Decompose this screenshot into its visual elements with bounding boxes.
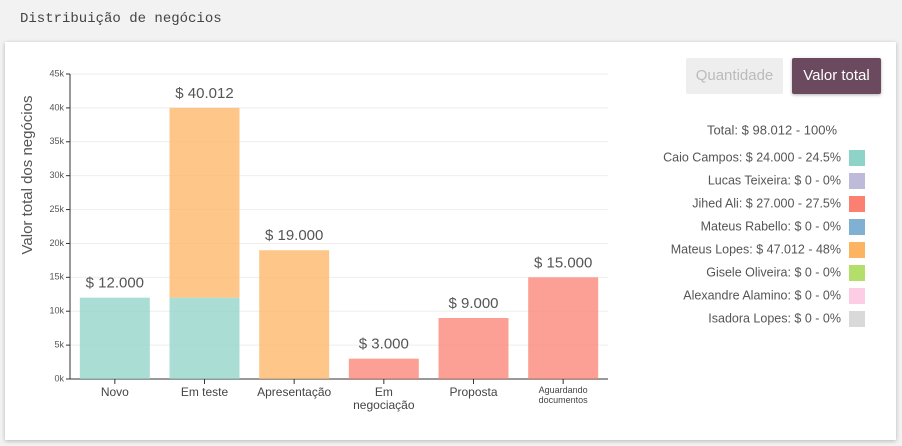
legend-label: Lucas Teixeira: $ 0 - 0% <box>708 173 841 187</box>
legend-label: Caio Campos: $ 24.000 - 24.5% <box>663 150 841 164</box>
legend-swatch <box>849 242 865 258</box>
legend-label: Jihed Ali: $ 27.000 - 27.5% <box>692 196 841 210</box>
legend-label: Alexandre Alamino: $ 0 - 0% <box>683 288 841 302</box>
x-tick-label: Proposta <box>449 385 498 399</box>
y-tick-label: 5k <box>54 339 64 349</box>
bar-segment <box>169 297 240 379</box>
legend-total: Total: $ 98.012 - 100% <box>707 122 838 137</box>
total-label: $ 19.000 <box>265 227 323 244</box>
legend-label: Mateus Lopes: $ 47.012 - 48% <box>671 242 841 256</box>
total-label: $ 9.000 <box>448 295 498 312</box>
legend-label: Gisele Oliveira: $ 0 - 0% <box>706 265 841 279</box>
legend-swatch <box>849 311 865 327</box>
y-tick-label: 20k <box>49 238 64 248</box>
x-tick-label: Apresentação <box>257 385 332 399</box>
legend-swatch <box>849 173 865 189</box>
y-tick-label: 45k <box>49 68 64 78</box>
bar-segment <box>259 250 330 379</box>
total-label: $ 3.000 <box>359 336 409 353</box>
total-label: $ 15.000 <box>534 254 592 271</box>
x-tick-label: Novo <box>100 385 129 399</box>
y-tick-label: 35k <box>49 136 64 146</box>
legend-swatch <box>849 219 865 235</box>
bar-segment <box>528 277 599 379</box>
y-tick-label: 25k <box>49 204 64 214</box>
legend-label: Isadora Lopes: $ 0 - 0% <box>708 311 841 325</box>
y-tick-label: 0k <box>54 373 64 383</box>
y-tick-label: 15k <box>49 272 64 282</box>
y-axis-label: Valor total dos negócios <box>19 96 36 255</box>
bar-segment <box>169 107 240 298</box>
legend-swatch <box>849 196 865 212</box>
bar-segment <box>79 297 150 379</box>
legend-swatch <box>849 288 865 304</box>
bar-segment <box>348 358 419 379</box>
y-tick-label: 10k <box>49 306 64 316</box>
x-tick-label: Em teste <box>180 385 229 399</box>
y-tick-label: 40k <box>49 102 64 112</box>
page-title: Distribuição de negócios <box>20 11 222 27</box>
legend-swatch <box>849 265 865 281</box>
bar-segment <box>438 318 509 379</box>
quantity-button[interactable]: Quantidade <box>686 58 783 94</box>
total-value-button[interactable]: Valor total <box>792 58 881 94</box>
total-label: $ 40.012 <box>175 85 233 102</box>
x-tick-label: Aguardando documentos <box>538 385 588 405</box>
legend-swatch <box>849 150 865 166</box>
total-label: $ 12.000 <box>86 275 144 292</box>
x-tick-label: Em negociação <box>353 385 415 413</box>
legend-label: Mateus Rabello: $ 0 - 0% <box>701 219 841 233</box>
y-tick-label: 30k <box>49 170 64 180</box>
